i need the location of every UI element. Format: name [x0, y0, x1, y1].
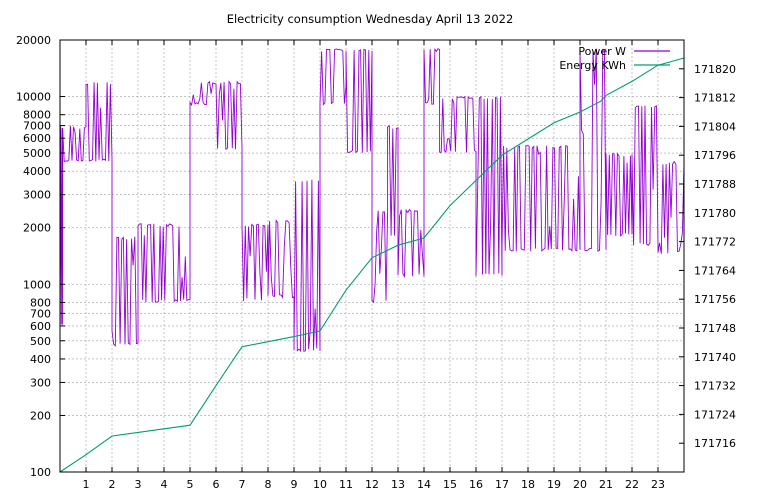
x-tick-label: 6 — [213, 478, 220, 491]
y-left-tick-label: 700 — [30, 307, 51, 320]
x-tick-label: 17 — [495, 478, 509, 491]
x-tick-label: 19 — [547, 478, 561, 491]
y-left-tick-label: 800 — [30, 296, 51, 309]
y-right-tick-label: 171748 — [694, 322, 736, 335]
x-tick-label: 14 — [417, 478, 431, 491]
y-left-tick-label: 200 — [30, 409, 51, 422]
energy-line — [59, 57, 685, 473]
axes: 1 2 3 4 5 6 7 8 9 10 11 12 13 14 15 16 17 18 19 20 21 22 23100… — [16, 34, 736, 491]
x-tick-label: 15 — [443, 478, 457, 491]
y-right-tick-label: 171780 — [694, 207, 736, 220]
x-tick-label: 22 — [625, 478, 639, 491]
y-left-tick-label: 8000 — [23, 109, 51, 122]
y-right-tick-label: 171732 — [694, 380, 736, 393]
energy-series — [59, 57, 685, 473]
x-tick-label: 13 — [391, 478, 405, 491]
x-tick-label: 2 — [109, 478, 116, 491]
chart-title: Electricity consumption Wednesday April … — [227, 12, 514, 26]
y-left-tick-label: 7000 — [23, 120, 51, 133]
x-tick-label: 18 — [521, 478, 535, 491]
legend-label: Energy KWh — [559, 59, 626, 72]
y-right-tick-label: 171796 — [694, 149, 736, 162]
y-right-tick-label: 171820 — [694, 63, 736, 76]
x-tick-label: 9 — [291, 478, 298, 491]
y-right-tick-label: 171740 — [694, 351, 736, 364]
y-left-tick-label: 3000 — [23, 189, 51, 202]
y-left-tick-label: 20000 — [16, 34, 51, 47]
x-tick-label: 3 — [135, 478, 142, 491]
x-tick-label: 23 — [651, 478, 665, 491]
power-line — [59, 48, 685, 353]
x-tick-label: 4 — [161, 478, 168, 491]
x-tick-label: 16 — [469, 478, 483, 491]
y-left-tick-label: 400 — [30, 353, 51, 366]
y-left-tick-label: 600 — [30, 320, 51, 333]
y-right-tick-label: 171764 — [694, 264, 736, 277]
y-right-tick-label: 171716 — [694, 437, 736, 450]
y-right-tick-label: 171804 — [694, 120, 736, 133]
y-right-tick-label: 171724 — [694, 408, 736, 421]
x-tick-label: 8 — [265, 478, 272, 491]
y-left-tick-label: 10000 — [16, 91, 51, 104]
x-tick-label: 5 — [187, 478, 194, 491]
y-left-tick-label: 1000 — [23, 278, 51, 291]
power-series — [59, 48, 685, 353]
y-left-tick-label: 300 — [30, 376, 51, 389]
y-right-tick-label: 171772 — [694, 236, 736, 249]
x-tick-label: 20 — [573, 478, 587, 491]
y-left-tick-label: 500 — [30, 335, 51, 348]
y-right-tick-label: 171788 — [694, 178, 736, 191]
x-tick-label: 12 — [365, 478, 379, 491]
x-tick-label: 11 — [339, 478, 353, 491]
legend-label: Power W — [578, 45, 626, 58]
y-left-tick-label: 100 — [30, 466, 51, 479]
y-left-tick-label: 6000 — [23, 132, 51, 145]
y-left-tick-label: 4000 — [23, 165, 51, 178]
y-left-tick-label: 5000 — [23, 147, 51, 160]
x-tick-label: 10 — [313, 478, 327, 491]
x-tick-label: 7 — [239, 478, 246, 491]
y-right-tick-label: 171812 — [694, 92, 736, 105]
x-tick-label: 1 — [83, 478, 90, 491]
y-left-tick-label: 2000 — [23, 222, 51, 235]
x-tick-label: 21 — [599, 478, 613, 491]
y-right-tick-label: 171756 — [694, 293, 736, 306]
